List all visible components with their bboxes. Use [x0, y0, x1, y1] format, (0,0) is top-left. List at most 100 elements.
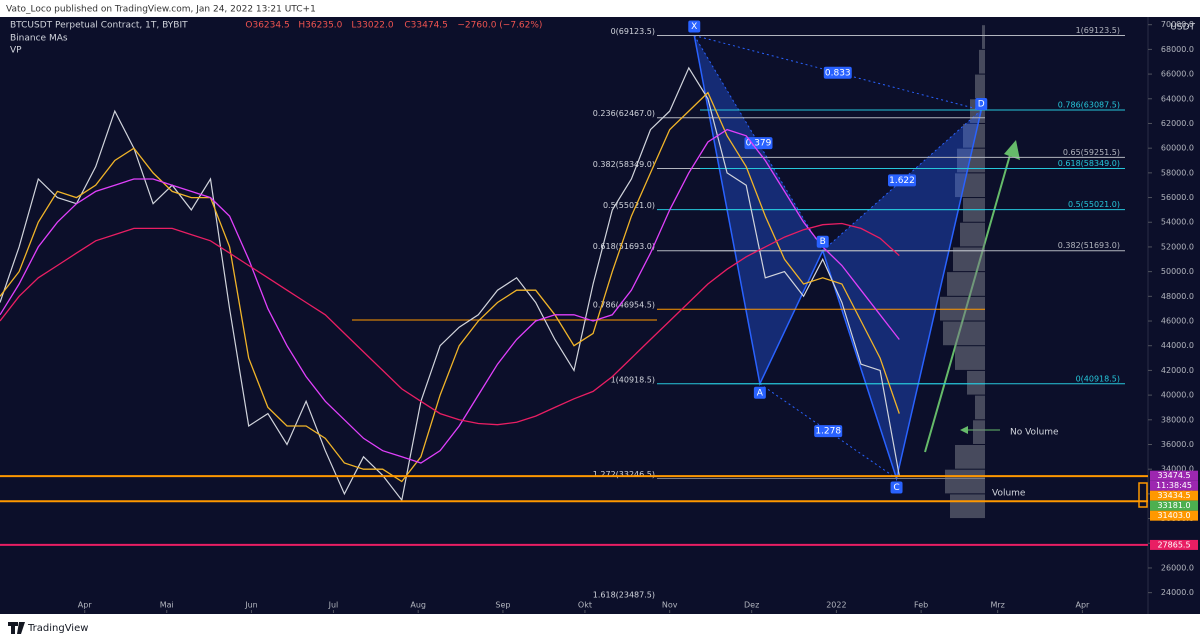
- price-tag-sub: 11:38:45: [1156, 481, 1192, 490]
- fib-label: 0.5(55021.0): [1068, 200, 1120, 209]
- y-tick-label: 70000.0: [1161, 20, 1194, 29]
- quote-value: L33022.0: [351, 21, 394, 31]
- price-line: [0, 66, 900, 502]
- fib-label: 0.236(62467.0): [593, 109, 655, 118]
- volume-profile-bar: [953, 247, 985, 272]
- moving-average: [0, 222, 900, 426]
- fib-label: 0(69123.5): [611, 27, 655, 36]
- x-tick-label: Apr: [1075, 601, 1090, 610]
- point-label: B: [820, 237, 826, 247]
- point-box: [975, 98, 988, 111]
- indicator: VP: [10, 46, 22, 56]
- price-tag: [1150, 470, 1198, 481]
- y-tick-label: 40000.0: [1161, 391, 1194, 400]
- fib-label: 0.5(55021.0): [603, 201, 655, 210]
- quote-value: O36234.5: [245, 21, 289, 31]
- arrow-head: [960, 426, 968, 434]
- x-tick-label: Apr: [78, 601, 93, 610]
- volume-profile-bar: [945, 469, 985, 494]
- fib-label: 1(69123.5): [1076, 26, 1120, 35]
- y-tick-label: 34000.0: [1161, 465, 1194, 474]
- y-tick-label: 68000.0: [1161, 45, 1194, 54]
- y-tick-label: 38000.0: [1161, 415, 1194, 424]
- x-tick-label: Mrz: [990, 601, 1004, 610]
- point-box: [816, 235, 829, 248]
- y-tick-label: 54000.0: [1161, 218, 1194, 227]
- ratio-label: 1.278: [815, 427, 841, 437]
- price-tag-label: 33474.5: [1157, 471, 1190, 480]
- price-tag-label: 33434.5: [1157, 491, 1190, 500]
- annotation: No Volume: [1010, 428, 1059, 438]
- x-tick-label: Aug: [410, 601, 426, 610]
- volume-profile-bar: [960, 222, 985, 247]
- ratio-label: 0.833: [825, 68, 851, 78]
- fib-label: 1.272(33246.5): [593, 470, 655, 479]
- point-box: [688, 20, 701, 33]
- fib-label: 0.618(51693.0): [593, 242, 655, 251]
- volume-profile-bar: [973, 420, 985, 444]
- y-tick-label: 62000.0: [1161, 119, 1194, 128]
- x-tick-label: Jul: [328, 601, 339, 610]
- price-tag-label: 33181.0: [1157, 501, 1190, 510]
- x-tick-label: Dez: [744, 601, 759, 610]
- price-tag: [1150, 480, 1198, 491]
- price-tag: [1150, 490, 1198, 501]
- price-tag: [1150, 510, 1198, 521]
- ratio-box: [888, 174, 916, 187]
- quote-value: H36235.0: [298, 21, 342, 31]
- annotation: Volume: [992, 489, 1026, 499]
- logo: [8, 622, 25, 634]
- arrow-head: [1004, 140, 1020, 160]
- ratio-box: [814, 425, 843, 438]
- quote-value: C33474.5: [404, 21, 448, 31]
- fib-label: 0.786(46954.5): [593, 301, 655, 310]
- x-tick-label: Nov: [662, 601, 678, 610]
- point-label: A: [757, 388, 764, 398]
- y-tick-label: 56000.0: [1161, 193, 1194, 202]
- indicator: Binance MAs: [10, 34, 68, 44]
- top-bar: [0, 0, 1200, 17]
- fib-label: 1.618(23487.5): [593, 590, 655, 599]
- fib-label: 0.382(51693.0): [1058, 241, 1120, 250]
- price-tag-label: 31403.0: [1157, 511, 1190, 520]
- point-label: C: [893, 483, 899, 493]
- x-tick-label: 2022: [826, 601, 846, 610]
- volume-profile-bar: [975, 74, 985, 99]
- harmonic-fill: [822, 110, 982, 479]
- fib-label: 0(40918.5): [1076, 374, 1120, 383]
- volume-profile-bar: [955, 346, 985, 370]
- price-tag-label: 27865.5: [1157, 540, 1190, 549]
- volume-profile-bar: [967, 370, 985, 395]
- quote-value: −2760.0 (−7.62%): [457, 21, 542, 31]
- moving-average: [0, 91, 900, 483]
- y-tick-label: 26000.0: [1161, 563, 1194, 572]
- chart-background: [0, 17, 1200, 614]
- x-tick-label: Mai: [160, 601, 174, 610]
- ratio-box: [823, 66, 852, 79]
- fib-label: 0.382(58349.0): [593, 160, 655, 169]
- volume-profile-bar: [950, 494, 985, 519]
- volume-profile-bar: [957, 148, 985, 173]
- ratio-label: 0.379: [746, 139, 772, 149]
- y-tick-label: 58000.0: [1161, 168, 1194, 177]
- point-label: D: [978, 100, 985, 110]
- point-label: X: [691, 22, 697, 32]
- y-tick-label: 64000.0: [1161, 94, 1194, 103]
- y-tick-label: 66000.0: [1161, 70, 1194, 79]
- volume-profile-bar: [979, 49, 985, 74]
- volume-profile-bar: [940, 296, 985, 321]
- volume-profile-bar: [975, 395, 985, 420]
- symbol-title: BTCUSDT Perpetual Contract, 1T, BYBIT: [10, 21, 188, 31]
- moving-average: [0, 128, 900, 464]
- fib-label: 0.65(59251.5): [1063, 148, 1120, 157]
- volume-profile-bar: [963, 123, 985, 148]
- point-box: [753, 386, 766, 399]
- fib-label: 0.618(58349.0): [1058, 159, 1120, 168]
- y-tick-label: 50000.0: [1161, 267, 1194, 276]
- bottom-bar: [0, 614, 1200, 639]
- y-tick-label: 24000.0: [1161, 588, 1194, 597]
- price-tag: [1150, 539, 1198, 550]
- ratio-box: [744, 137, 773, 150]
